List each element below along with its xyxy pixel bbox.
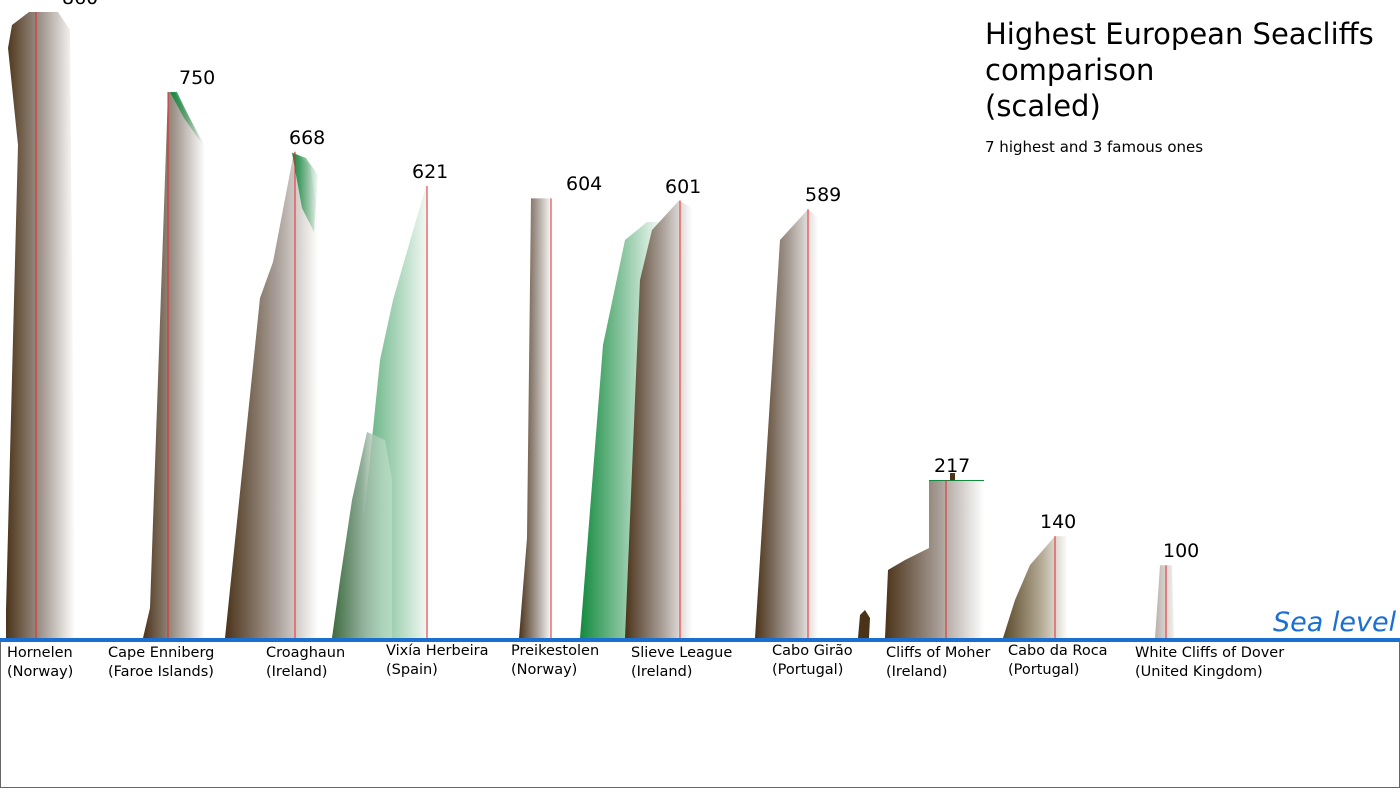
height-value-label: 750 bbox=[179, 67, 216, 90]
cliff-country: (Ireland) bbox=[631, 664, 693, 680]
cliff-shape bbox=[625, 200, 692, 639]
cliff-country: (Norway) bbox=[7, 664, 74, 680]
height-value-label: 589 bbox=[805, 184, 842, 207]
vegetation-shape bbox=[170, 92, 203, 145]
height-value-label: 860 bbox=[62, 0, 98, 9]
cliff-name-label: Cliffs of Moher (Ireland) bbox=[886, 644, 990, 682]
cliff-shape bbox=[755, 209, 818, 638]
cliff-country: (Norway) bbox=[511, 662, 578, 678]
cliff-country: (Spain) bbox=[386, 662, 438, 678]
cliff-shape bbox=[1003, 536, 1068, 638]
height-value-label: 604 bbox=[566, 173, 603, 196]
cliff-name: Cabo Girão bbox=[772, 643, 853, 659]
chart-subtitle: 7 highest and 3 famous ones bbox=[985, 138, 1204, 156]
cliff-country: (Faroe Islands) bbox=[108, 664, 214, 680]
height-value-label: 217 bbox=[934, 455, 971, 478]
cliff-shape bbox=[885, 480, 984, 638]
cliff-name: Hornelen bbox=[7, 645, 73, 661]
cliff-name: Vixía Herbeira bbox=[386, 643, 489, 659]
vegetation-shape bbox=[292, 152, 318, 232]
cliff-name-label: Croaghaun (Ireland) bbox=[266, 644, 345, 682]
chart-title: Highest European Seacliffs comparison (s… bbox=[985, 17, 1374, 123]
vegetation-shape bbox=[929, 480, 984, 482]
cliff-name-label: Vixía Herbeira (Spain) bbox=[386, 642, 489, 680]
cliff-name: Slieve League bbox=[631, 645, 733, 661]
height-value-label: 100 bbox=[1163, 540, 1200, 563]
cliff-shape bbox=[1155, 565, 1174, 638]
cliff-shape bbox=[143, 92, 205, 638]
cliff-name: Cliffs of Moher bbox=[886, 645, 991, 661]
cliff-name-label: Cabo da Roca (Portugal) bbox=[1008, 642, 1108, 680]
cliff-name-label: Preikestolen (Norway) bbox=[511, 642, 599, 680]
cliff-country: (Ireland) bbox=[266, 664, 328, 680]
cliff-name: Cabo da Roca bbox=[1008, 643, 1108, 659]
vegetation-shape bbox=[332, 185, 428, 638]
cliff-name: Croaghaun bbox=[266, 645, 346, 661]
cliff-country: (Ireland) bbox=[886, 664, 948, 680]
cliff-shape bbox=[6, 12, 75, 638]
cliff-name: White Cliffs of Dover bbox=[1135, 645, 1285, 661]
cliff-name: Preikestolen bbox=[511, 643, 600, 659]
cliff-name-label: White Cliffs of Dover (United Kingdom) bbox=[1135, 644, 1284, 682]
height-value-label: 140 bbox=[1040, 511, 1077, 534]
cliff-country: (Portugal) bbox=[772, 662, 844, 678]
height-value-label: 668 bbox=[289, 126, 326, 149]
cliff-country: (United Kingdom) bbox=[1135, 664, 1263, 680]
height-value-label: 601 bbox=[665, 175, 702, 198]
cliff-country: (Portugal) bbox=[1008, 662, 1080, 678]
cliff-name: Cape Enniberg bbox=[108, 645, 215, 661]
cliff-name-label: Cabo Girão (Portugal) bbox=[772, 642, 853, 680]
cliff-shape bbox=[225, 151, 318, 639]
cliff-shape bbox=[519, 198, 552, 639]
tower-shape bbox=[950, 473, 955, 481]
cliff-name-label: Hornelen (Norway) bbox=[7, 644, 73, 682]
sea-stack-shape bbox=[858, 610, 870, 638]
cliff-name-label: Slieve League (Ireland) bbox=[631, 644, 732, 682]
cliff-name-label: Cape Enniberg (Faroe Islands) bbox=[108, 644, 214, 682]
vegetation-shape bbox=[332, 432, 392, 638]
sea-level-label: Sea level bbox=[1273, 607, 1397, 638]
height-value-label: 621 bbox=[412, 160, 449, 183]
